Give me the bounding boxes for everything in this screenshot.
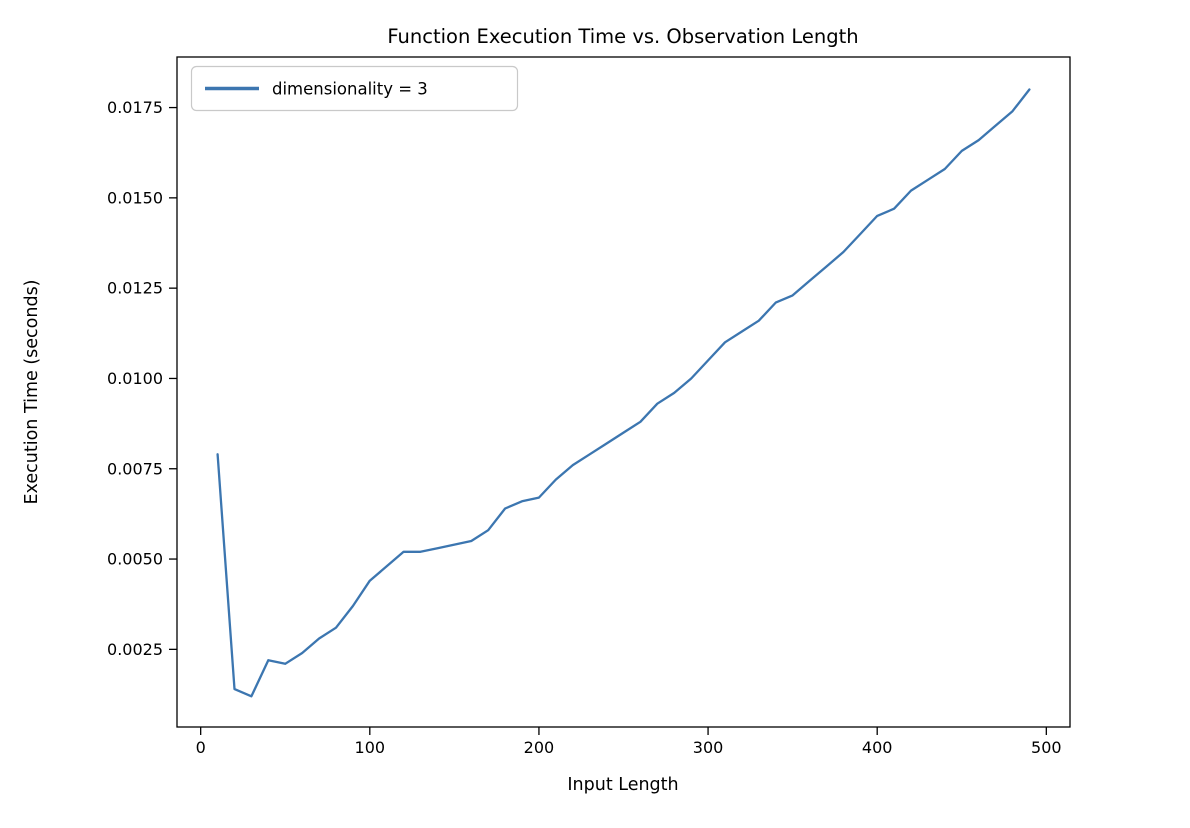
x-tick-label: 400	[862, 738, 893, 757]
x-axis-label: Input Length	[567, 775, 678, 795]
y-tick-label: 0.0150	[107, 188, 163, 207]
y-tick-label: 0.0025	[107, 640, 163, 659]
legend-box	[190, 65, 519, 112]
y-axis-label: Execution Time (seconds)	[22, 279, 42, 504]
legend: dimensionality = 3	[190, 65, 519, 112]
x-tick-label: 300	[693, 738, 724, 757]
y-tick-label: 0.0050	[107, 550, 163, 569]
x-tick-label: 100	[355, 738, 386, 757]
series-line	[216, 88, 1031, 698]
chart-title: Function Execution Time vs. Observation …	[387, 25, 858, 48]
y-tick-label: 0.0075	[107, 459, 163, 478]
y-axis: 0.0025 0.0050 0.0075 0.0100 0.0125 0.0150 0.01…	[107, 98, 177, 659]
x-tick-label: 500	[1031, 738, 1062, 757]
y-tick-label: 0.0125	[107, 279, 163, 298]
x-tick-label: 0	[196, 738, 206, 757]
legend-label: dimensionality = 3	[272, 80, 428, 99]
x-axis: 0 100 200 300 400 500	[196, 727, 1062, 757]
y-tick-label: 0.0100	[107, 369, 163, 388]
plot-area	[176, 56, 1071, 728]
series-group	[216, 88, 1031, 698]
x-tick-label: 200	[524, 738, 555, 757]
y-tick-label: 0.0175	[107, 98, 163, 117]
